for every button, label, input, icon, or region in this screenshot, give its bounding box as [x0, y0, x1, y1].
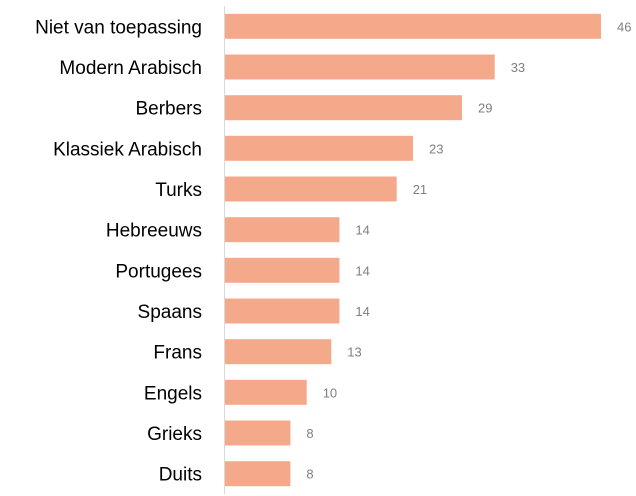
bars-group — [225, 13, 601, 487]
category-label: Turks — [155, 180, 202, 201]
bar-1 — [225, 54, 495, 80]
value-label: 8 — [306, 426, 313, 441]
category-label: Niet van toepassing — [35, 17, 202, 38]
bar-3 — [225, 135, 413, 161]
value-label: 10 — [323, 385, 337, 400]
value-label: 29 — [478, 101, 492, 116]
category-label: Frans — [153, 343, 202, 364]
value-label: 13 — [347, 345, 361, 360]
bar-5 — [225, 217, 340, 243]
value-label: 46 — [617, 19, 631, 34]
bar-6 — [225, 257, 340, 283]
bar-10 — [225, 420, 291, 446]
category-label: Duits — [159, 465, 202, 486]
bar-7 — [225, 298, 340, 324]
value-labels-group: 46 33 29 23 21 14 14 14 13 10 8 8 — [306, 19, 631, 481]
category-label: Spaans — [138, 302, 202, 323]
bar-2 — [225, 95, 462, 121]
bar-8 — [225, 339, 332, 365]
value-label: 21 — [413, 182, 427, 197]
bar-0 — [225, 13, 601, 39]
category-label: Engels — [144, 383, 202, 404]
category-labels-group: Niet van toepassing Modern Arabisch Berber… — [35, 17, 202, 485]
category-label: Grieks — [147, 424, 202, 445]
category-label: Klassiek Arabisch — [53, 139, 202, 160]
category-label: Portugees — [115, 261, 202, 282]
bar-4 — [225, 176, 397, 202]
bar-9 — [225, 379, 307, 405]
value-label: 33 — [511, 60, 525, 75]
value-label: 14 — [355, 263, 369, 278]
value-label: 14 — [355, 223, 369, 238]
category-label: Modern Arabisch — [59, 58, 202, 79]
category-label: Hebreeuws — [106, 221, 202, 242]
bar-11 — [225, 461, 291, 487]
category-label: Berbers — [135, 99, 202, 120]
value-label: 8 — [306, 467, 313, 482]
value-label: 23 — [429, 141, 443, 156]
value-label: 14 — [355, 304, 369, 319]
